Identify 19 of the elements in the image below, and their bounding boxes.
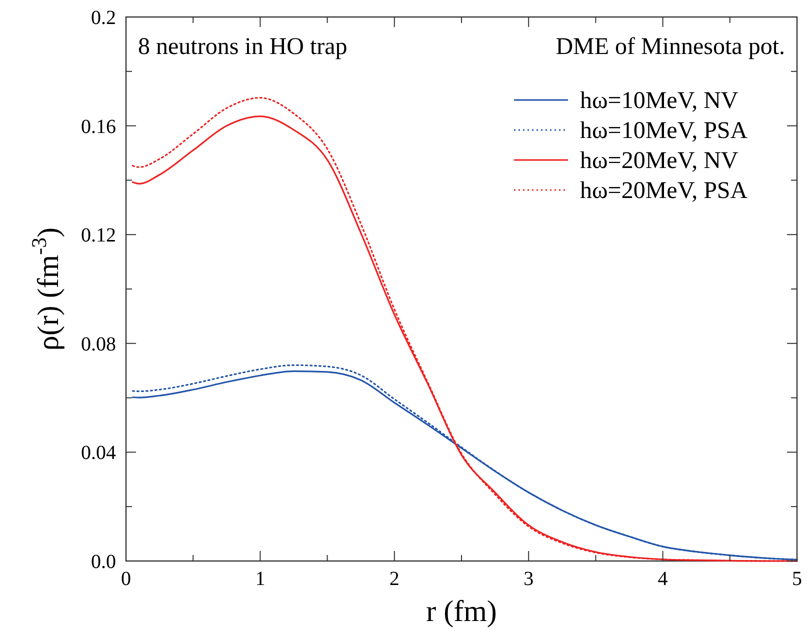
y-tick-label: 0.16 [81, 116, 116, 138]
legend-label: hω=10MeV, NV [580, 88, 739, 114]
x-axis-title: r (fm) [426, 595, 497, 628]
y-tick-label: 0.2 [91, 7, 116, 29]
x-tick-label: 2 [389, 568, 400, 590]
x-tick-label: 1 [255, 568, 266, 590]
x-tick-label: 5 [792, 568, 802, 590]
y-tick-label: 0.0 [91, 551, 116, 573]
y-tick-label: 0.12 [81, 224, 116, 247]
x-tick-label: 0 [121, 568, 131, 590]
annotation: 8 neutrons in HO trap [138, 34, 348, 60]
legend-label: hω=20MeV, PSA [580, 178, 748, 204]
legend-label: hω=10MeV, PSA [580, 118, 748, 144]
x-tick-label: 4 [658, 568, 668, 590]
annotation: DME of Minnesota pot. [556, 34, 785, 60]
legend-label: hω=20MeV, NV [580, 148, 739, 174]
y-tick-label: 0.08 [81, 333, 116, 356]
y-tick-label: 0.04 [81, 442, 116, 464]
x-tick-label: 3 [524, 568, 534, 590]
